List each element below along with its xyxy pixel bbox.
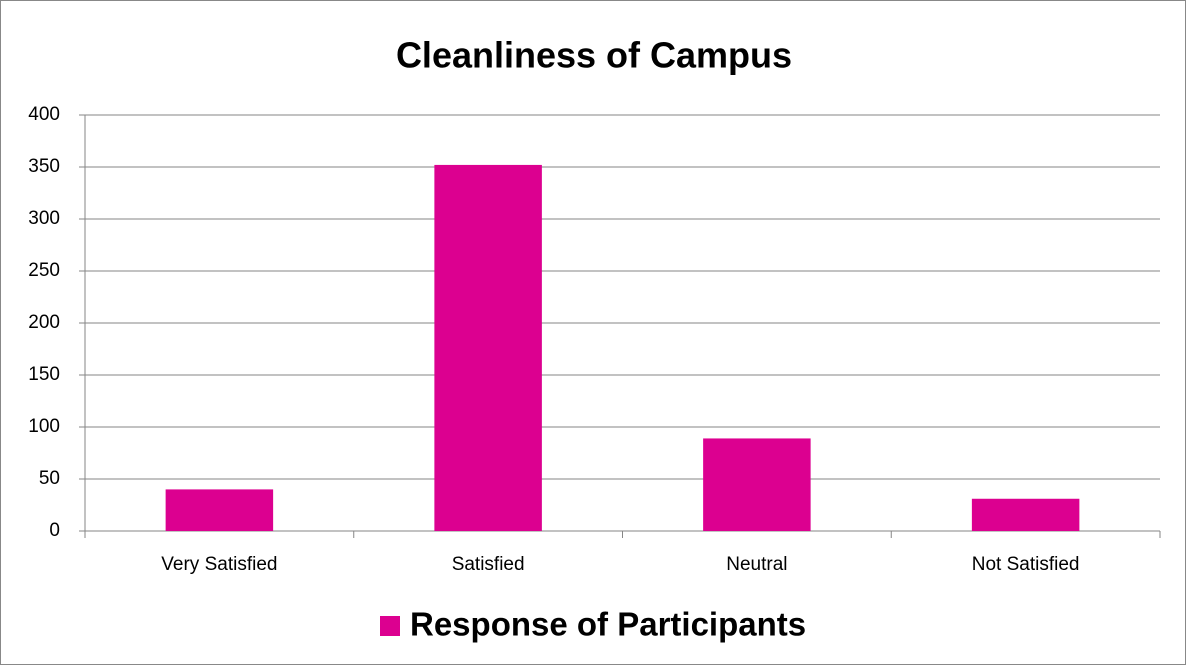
legend-label: Response of Participants xyxy=(410,606,806,643)
y-tick-label: 400 xyxy=(28,104,60,125)
y-tick-label: 300 xyxy=(28,208,60,229)
bar xyxy=(971,498,1080,531)
x-tick-label: Not Satisfied xyxy=(972,554,1080,575)
y-tick-label: 350 xyxy=(28,156,60,177)
bar xyxy=(165,489,274,531)
x-tick-label: Neutral xyxy=(726,554,787,575)
bar xyxy=(703,438,811,531)
y-tick-label: 250 xyxy=(28,260,60,281)
y-tick-label: 150 xyxy=(28,364,60,385)
x-tick-label: Satisfied xyxy=(452,554,525,575)
y-tick-label: 50 xyxy=(39,468,60,489)
y-tick-label: 100 xyxy=(28,416,60,437)
y-tick-label: 200 xyxy=(28,312,60,333)
chart-title: Cleanliness of Campus xyxy=(396,35,792,76)
bar xyxy=(434,164,542,532)
y-tick-label: 0 xyxy=(49,520,60,541)
x-tick-label: Very Satisfied xyxy=(161,554,277,575)
legend-swatch xyxy=(380,616,400,636)
